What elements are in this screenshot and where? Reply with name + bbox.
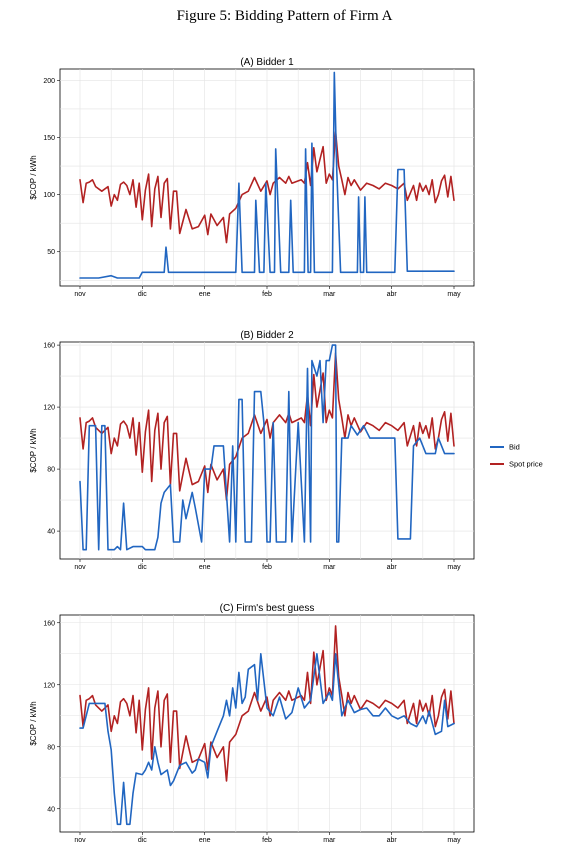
y-tick-label: 160 (43, 343, 55, 350)
x-tick-label: ene (199, 837, 211, 844)
y-axis-label: $COP / kWh (29, 155, 38, 199)
x-tick-label: mar (323, 564, 336, 571)
x-tick-label: feb (262, 837, 272, 844)
panel-1: 50 100 150 200 nov dic ene feb mar abr may (A) Bidd… (29, 57, 475, 298)
panel-2: 40 80 120 160 nov dic ene feb mar abr may (B) Bidde… (29, 330, 475, 571)
y-tick-label: 80 (47, 744, 55, 751)
x-tick-label: dic (138, 564, 147, 571)
y-axis-label: $COP / kWh (29, 701, 38, 745)
x-tick-label: mar (323, 837, 336, 844)
series-line-bid (79, 344, 455, 551)
x-tick-label: feb (262, 564, 272, 571)
y-tick-label: 120 (43, 405, 55, 412)
panel-title: (A) Bidder 1 (240, 57, 294, 68)
panel-3: 40 80 120 160 nov dic ene feb mar abr may (C) Firm'… (29, 603, 475, 844)
y-tick-label: 100 (43, 192, 55, 199)
x-tick-label: abr (387, 291, 398, 298)
series-line-bid (79, 71, 455, 279)
panel-title: (C) Firm's best guess (220, 603, 315, 614)
x-tick-label: dic (138, 291, 147, 298)
panel-title: (B) Bidder 2 (240, 330, 294, 341)
x-tick-label: mar (323, 291, 336, 298)
y-tick-label: 120 (43, 682, 55, 689)
y-tick-label: 40 (47, 529, 55, 536)
series-line-bid (79, 653, 455, 826)
legend: Bid Spot price (490, 443, 543, 469)
x-tick-label: nov (74, 564, 86, 571)
x-tick-label: may (447, 291, 461, 298)
panels-group: 50 100 150 200 nov dic ene feb mar abr may (A) Bidd… (29, 57, 475, 844)
x-tick-label: may (447, 837, 461, 844)
series-line-spot-price (79, 352, 455, 501)
x-tick-label: ene (199, 564, 211, 571)
y-tick-label: 160 (43, 620, 55, 627)
y-tick-label: 150 (43, 135, 55, 142)
y-tick-label: 200 (43, 78, 55, 85)
series-line-spot-price (79, 131, 455, 244)
legend-label: Bid (509, 443, 520, 452)
x-tick-label: nov (74, 291, 86, 298)
series-line-spot-price (79, 625, 455, 782)
y-tick-label: 50 (47, 249, 55, 256)
x-tick-label: ene (199, 291, 211, 298)
y-tick-label: 40 (47, 806, 55, 813)
y-tick-label: 80 (47, 467, 55, 474)
y-axis-label: $COP / kWh (29, 428, 38, 472)
x-tick-label: abr (387, 837, 398, 844)
x-tick-label: nov (74, 837, 86, 844)
x-tick-label: feb (262, 291, 272, 298)
x-tick-label: dic (138, 837, 147, 844)
legend-label: Spot price (509, 460, 543, 469)
x-tick-label: abr (387, 564, 398, 571)
x-tick-label: may (447, 564, 461, 571)
figure-title: Figure 5: Bidding Pattern of Firm A (176, 8, 393, 24)
